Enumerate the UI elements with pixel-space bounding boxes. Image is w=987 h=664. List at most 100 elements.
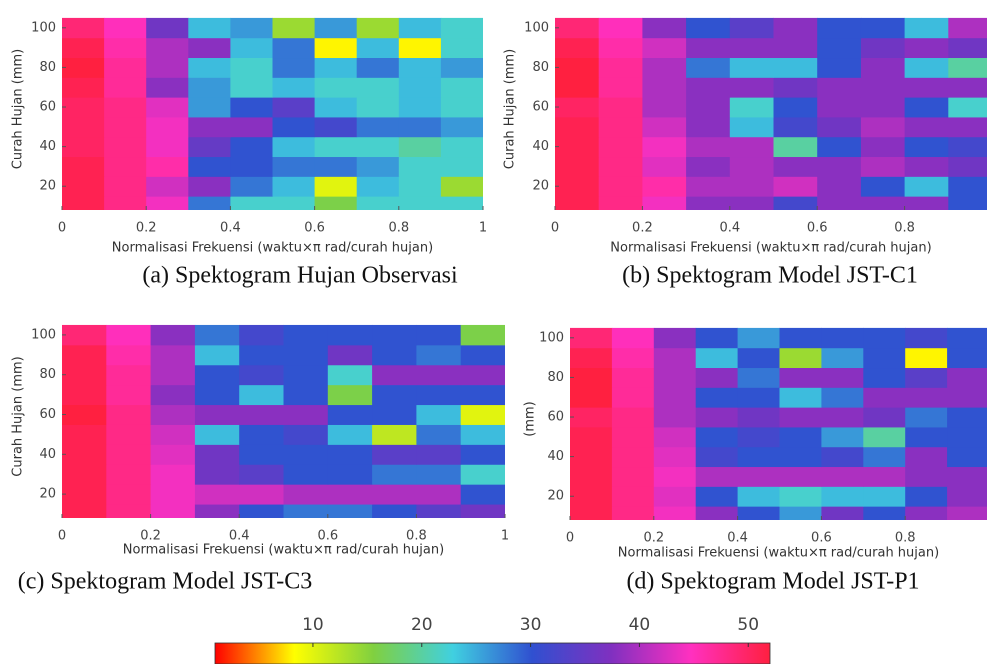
heatmap-cell [695,486,739,507]
heatmap-cell [863,506,906,520]
heatmap-cell [686,156,731,177]
heatmap-cell [188,116,231,138]
heatmap-cell [194,444,240,465]
heatmap-cell [104,57,147,78]
heatmap-cell [239,444,284,465]
x-axis-label: Normalisasi Frekuensi (waktu×π rad/curah… [123,543,444,558]
heatmap-cell [62,384,107,406]
heatmap-cell [356,176,400,197]
heatmap-cell [905,327,948,349]
heatmap-cell [773,116,818,138]
heatmap-cell [729,77,774,98]
heatmap-cell [356,97,400,118]
heatmap-cell [150,404,196,425]
x-tick-label: 0.2 [136,221,157,236]
heatmap-cell [416,364,462,386]
heatmap-cell [314,97,358,118]
heatmap-cell [416,384,462,406]
heatmap-cell [416,484,462,505]
heatmap-cell [460,364,505,386]
y-axis-label: Curah Hujan (mm) [11,356,26,476]
heatmap-cell [686,136,731,158]
heatmap-cell [62,464,107,485]
heatmap-cell [821,506,864,520]
heatmap-cell [947,506,987,520]
heatmap-cell [729,176,774,197]
heatmap-cell [230,176,273,197]
heatmap-cell [821,347,864,369]
heatmap-cell [283,344,329,366]
heatmap-cell [314,156,358,177]
heatmap-cell [283,404,329,425]
heatmap-cell [860,57,906,78]
heatmap-cell [230,156,273,177]
heatmap-cell [104,37,147,59]
heatmap-cell [460,504,505,518]
heatmap-cell [779,327,822,349]
heatmap-cell [695,506,739,520]
heatmap-cell [905,466,948,487]
heatmap-cell [62,97,105,118]
heatmap-cell [817,196,862,210]
heatmap-cell [779,387,822,408]
heatmap-cell [863,446,906,468]
heatmap-cell [314,196,358,210]
heatmap-cell [62,444,107,465]
colorbar [214,642,771,664]
heatmap-cell [327,444,373,465]
heatmap-cell [62,116,105,138]
heatmap-cell [555,176,600,197]
heatmap-cell [817,136,862,158]
y-tick-label: 80 [547,370,564,385]
heatmap-cell [642,77,687,98]
heatmap-cell [611,327,655,349]
heatmap-cell [62,136,105,158]
y-tick-label: 100 [31,20,56,35]
heatmap-cell [272,37,316,59]
heatmap-cell [642,37,687,59]
heatmap-cell [570,327,613,349]
heatmap-cell [555,17,600,39]
heatmap-cell [230,57,273,78]
heatmap-cell [817,37,862,59]
heatmap-cell [146,196,189,210]
heatmap-cell [863,347,906,369]
heatmap-cell [230,17,273,39]
heatmap-cell [904,196,949,210]
heatmap-cell [611,506,655,520]
heatmap [570,327,987,520]
heatmap-cell [314,136,358,158]
heatmap-cell [239,464,284,485]
heatmap-cell [356,17,400,39]
heatmap-cell [642,17,687,39]
heatmap-cell [188,196,231,210]
heatmap-cell [863,466,906,487]
heatmap-cell [642,156,687,177]
heatmap-cell [598,136,643,158]
heatmap-cell [356,77,400,98]
heatmap-cell [773,156,818,177]
heatmap-cell [146,156,189,177]
heatmap-cell [62,77,105,98]
heatmap-cell [62,57,105,78]
heatmap-cell [372,464,417,485]
y-tick-label: 40 [547,449,564,464]
heatmap-cell [416,324,462,346]
heatmap-cell [146,77,189,98]
heatmap-cell [863,367,906,388]
heatmap-cell [653,327,697,349]
heatmap-cell [440,156,483,177]
heatmap-cell [570,466,613,487]
heatmap-cell [440,196,483,210]
heatmap-cell [686,97,731,118]
heatmap-cell [314,37,358,59]
heatmap-cell [737,486,780,507]
heatmap-cell [905,446,948,468]
heatmap-cell [327,404,373,425]
heatmap-cell [695,466,739,487]
heatmap [62,324,505,518]
heatmap-cell [104,77,147,98]
y-tick-label: 40 [39,139,56,154]
heatmap-cell [460,344,505,366]
heatmap-cell [737,327,780,349]
